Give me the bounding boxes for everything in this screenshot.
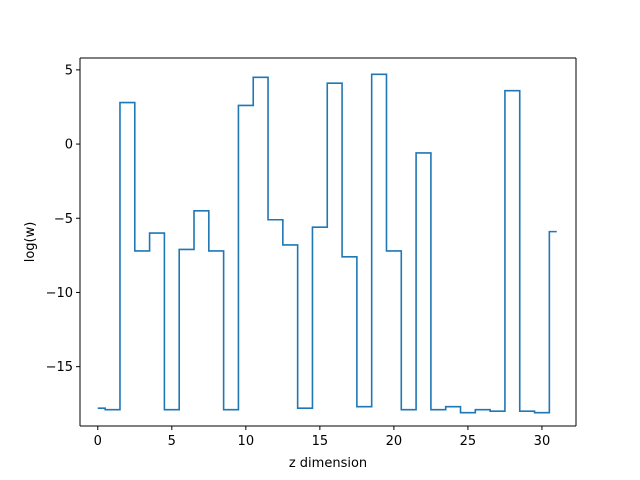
x-tick-label: 20 <box>386 434 403 449</box>
x-axis-label: z dimension <box>289 456 367 471</box>
y-axis-label: log(w) <box>23 222 38 263</box>
x-tick-label: 5 <box>168 434 176 449</box>
x-tick-label: 0 <box>94 434 102 449</box>
series-line-0 <box>97 73 557 414</box>
series-layer <box>97 73 557 414</box>
x-tick-label: 10 <box>238 434 255 449</box>
y-tick-label: 0 <box>65 138 73 153</box>
y-tick-label: −15 <box>46 360 73 375</box>
x-tick-label: 25 <box>460 434 477 449</box>
y-tick-label: 5 <box>65 63 73 78</box>
y-axis-ticks: 5 0 −5 −10 −15 <box>46 63 80 375</box>
x-tick-label: 30 <box>534 434 551 449</box>
axes-frame <box>79 57 577 427</box>
y-tick-label: −5 <box>54 212 73 227</box>
y-tick-label: −10 <box>46 286 73 301</box>
x-tick-label: 15 <box>312 434 329 449</box>
x-axis-ticks: 0 5 10 15 20 25 30 <box>94 426 551 449</box>
